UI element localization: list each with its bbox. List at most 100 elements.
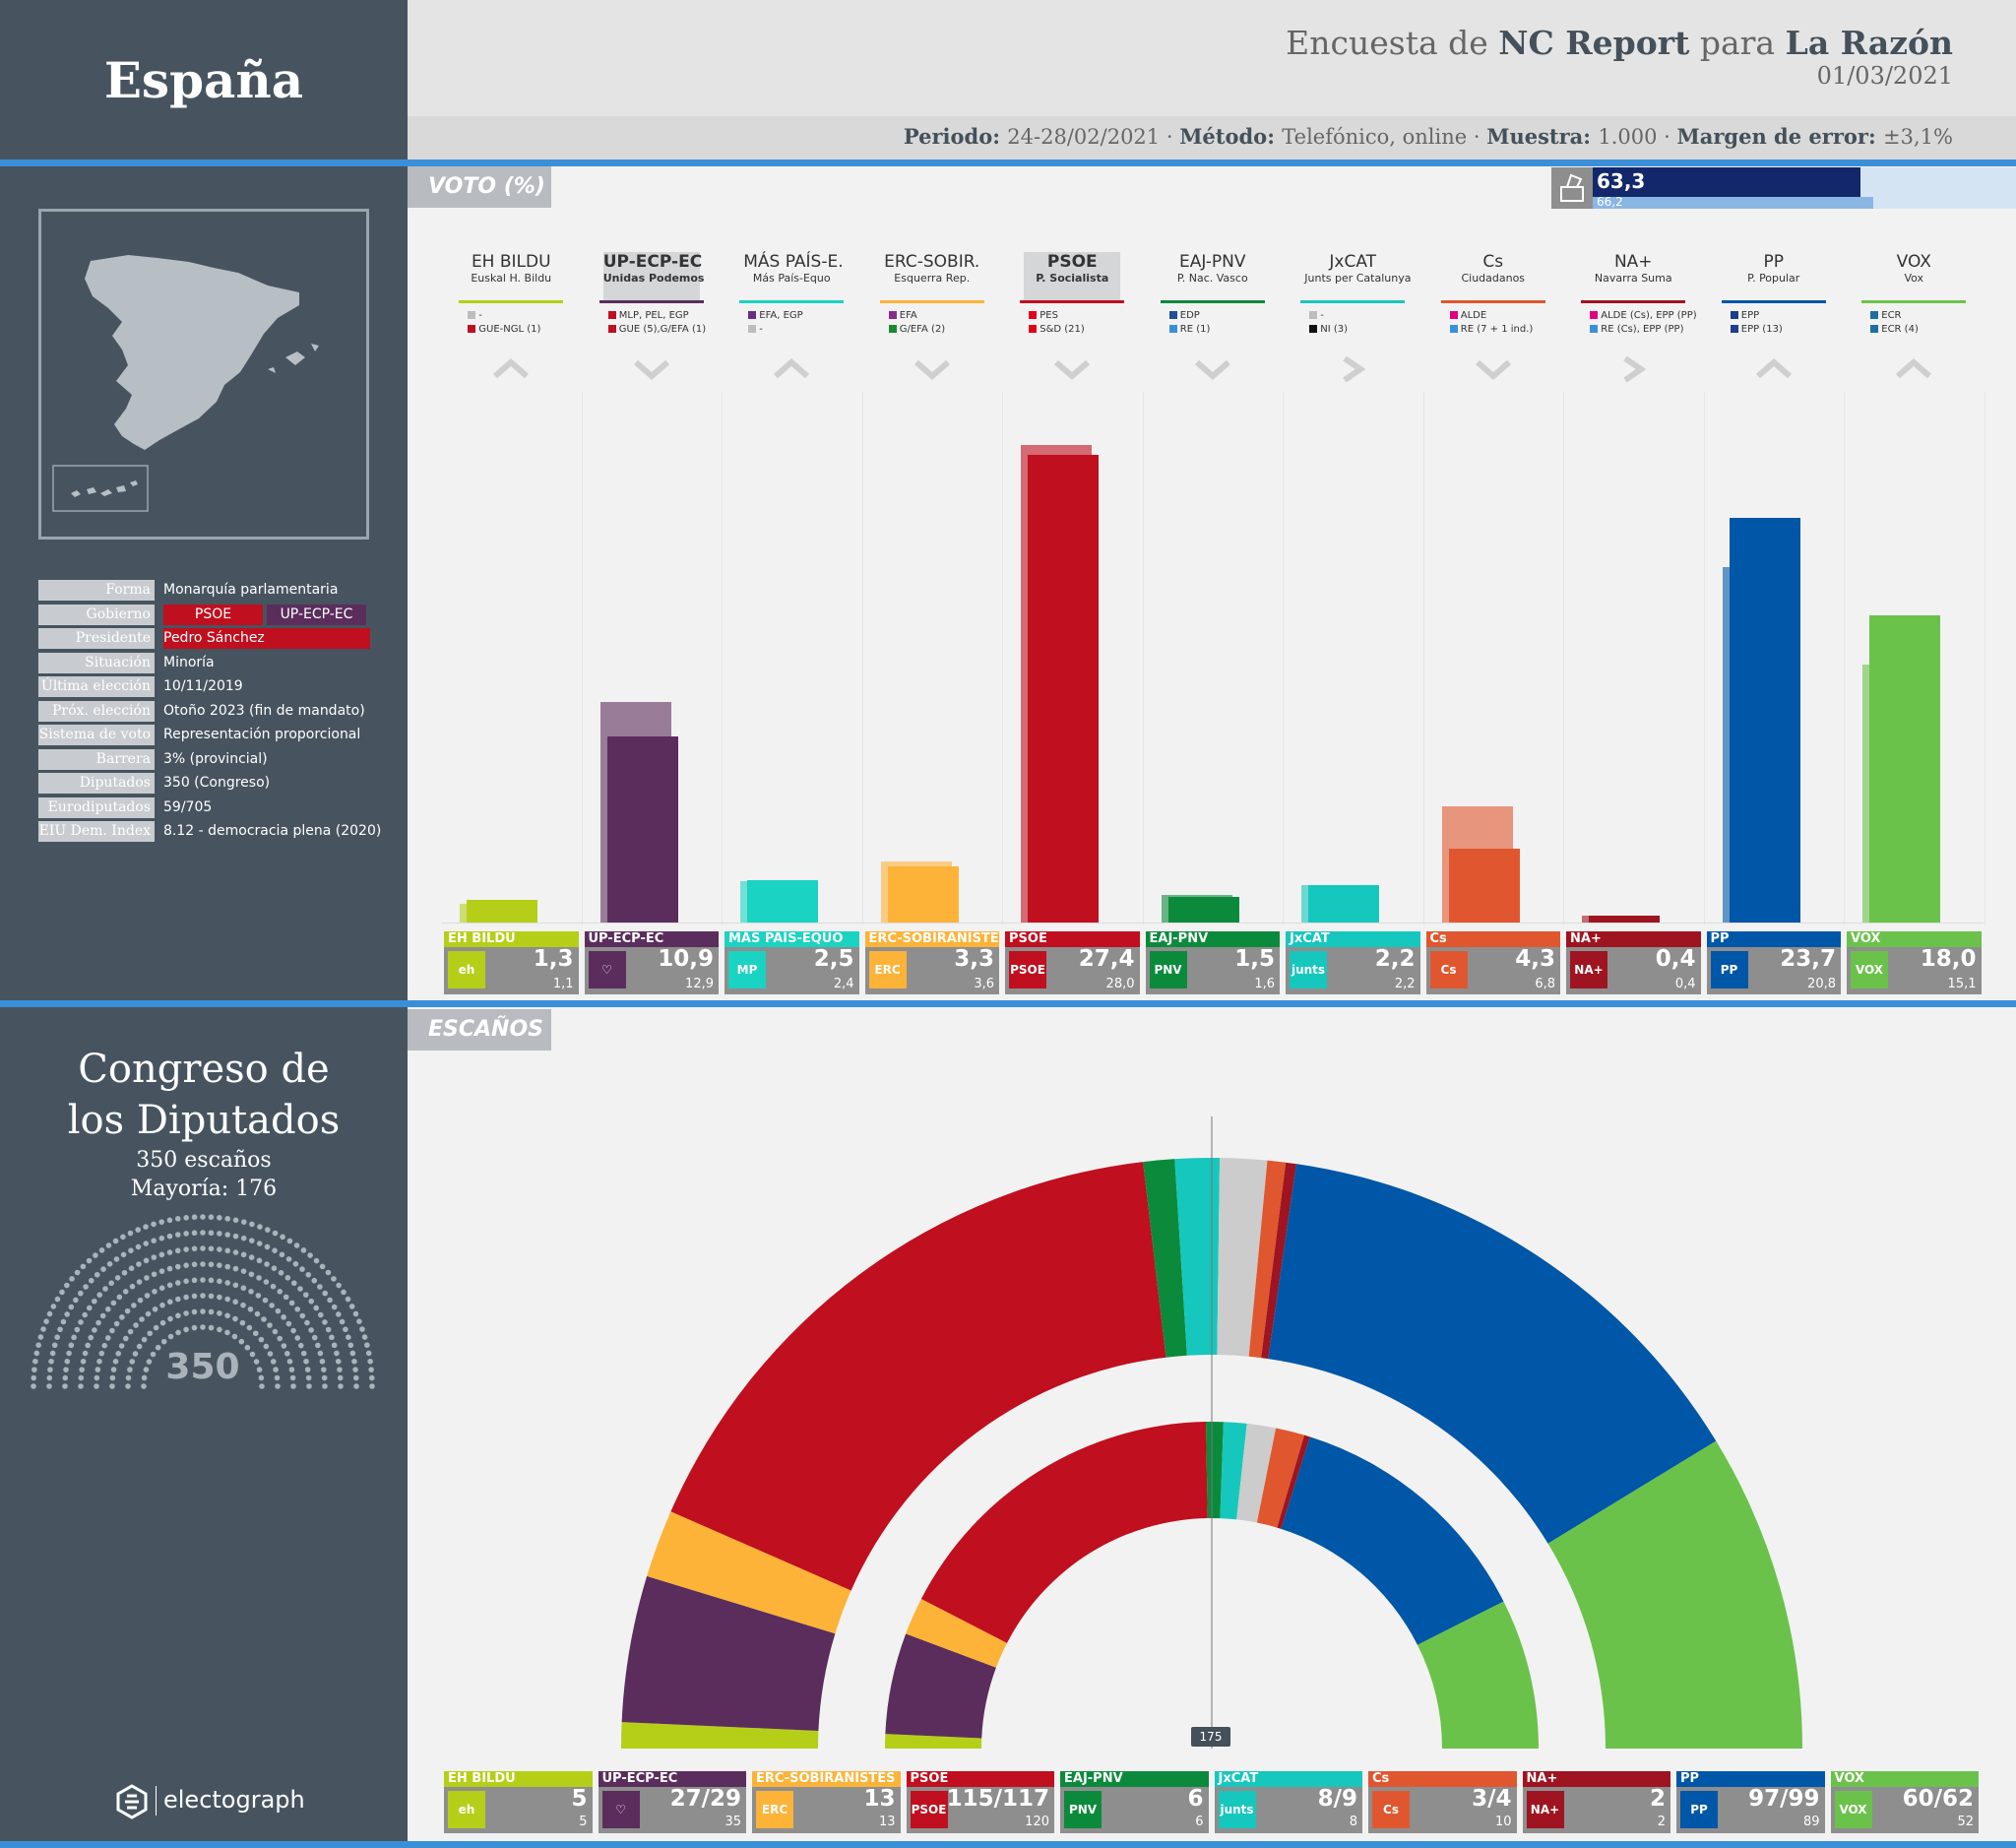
eu-group-swatch — [1168, 311, 1177, 319]
seat-dot — [232, 1282, 239, 1289]
seat-dot — [127, 1230, 134, 1237]
seat-dot — [208, 1293, 215, 1300]
info-key: Forma — [38, 580, 155, 601]
party-header-jxcat: JxCAT Junts per Catalunya — [1300, 252, 1411, 303]
seat-dot — [46, 1310, 53, 1317]
seat-dot — [64, 1358, 71, 1365]
seat-dot — [158, 1285, 165, 1292]
meta-key: Margen de error: — [1676, 124, 1884, 149]
seat-dot — [132, 1351, 139, 1357]
meta-separator: · — [1160, 125, 1180, 149]
seat-dot — [183, 1231, 189, 1237]
seat-dot — [291, 1280, 297, 1287]
seat-dot — [120, 1234, 126, 1241]
seat-dot — [174, 1247, 181, 1254]
seat-card-erc: ERC-SOBIRANISTES ERC 13 13 — [752, 1771, 901, 1833]
seat-dot — [232, 1315, 238, 1322]
eu-group-text: PES — [1040, 310, 1058, 321]
seat-dot — [255, 1293, 262, 1299]
party-short-name: PSOE — [1046, 252, 1098, 272]
government-party-chip: PSOE — [163, 604, 263, 625]
party-logo-icon: Cs — [1372, 1791, 1410, 1828]
seat-card-label: VOX — [1830, 1771, 1979, 1787]
seat-card-value: 115/117 — [946, 1786, 1049, 1812]
seat-card-previous: 6 — [1195, 1815, 1204, 1829]
brand-name: electograph — [163, 1786, 305, 1814]
seat-arc-jxcat — [1220, 1422, 1247, 1520]
seat-dot — [293, 1243, 300, 1248]
vote-card-erc: ERC-SOBIRANISTES ERC 3,3 3,6 — [864, 931, 999, 994]
party-eu-groups: EPP EPP (13) — [1730, 309, 1783, 337]
eu-group-text: ECR — [1881, 310, 1902, 321]
seat-dot — [166, 1249, 173, 1255]
seat-dot — [272, 1328, 279, 1335]
eu-group-text: EPP — [1740, 310, 1760, 321]
seat-dot — [271, 1265, 278, 1271]
seat-dot — [159, 1302, 165, 1308]
seat-dot — [183, 1215, 189, 1221]
divider-bottom — [0, 1841, 2016, 1848]
seat-dot — [82, 1350, 89, 1357]
seat-dot — [352, 1374, 359, 1381]
party-header-cs: Cs Ciudadanos — [1440, 252, 1545, 303]
seat-arc-psoe — [920, 1422, 1208, 1643]
party-short-name: VOX — [1896, 252, 1931, 272]
bar-current-psoe — [1028, 455, 1100, 923]
seat-dot — [281, 1314, 286, 1320]
seat-dot — [174, 1263, 181, 1270]
seat-card-previous: 120 — [1025, 1815, 1049, 1829]
seat-dot — [217, 1231, 222, 1237]
seat-dot — [270, 1283, 277, 1290]
hemicycle-total: 350 — [165, 1347, 239, 1387]
info-key: Situación — [38, 652, 155, 673]
seats-section-tab: ESCAÑOS — [408, 1009, 551, 1051]
seat-dot — [151, 1271, 158, 1278]
poll-date: 01/03/2021 — [1816, 62, 1953, 90]
seat-dot — [106, 1261, 113, 1267]
eu-group-text: EFA — [899, 310, 917, 321]
seat-dot — [74, 1269, 81, 1276]
seat-dot — [256, 1241, 263, 1246]
congress-title-line2: los Diputados — [67, 1098, 341, 1143]
hemicycle-icon: 350 — [31, 1214, 375, 1389]
seat-dot — [71, 1334, 77, 1341]
eu-group-swatch — [1590, 325, 1599, 333]
seat-card-value: 27/29 — [669, 1786, 741, 1812]
eu-group-text: G/EFA (2) — [899, 324, 946, 335]
vote-card-previous: 2,4 — [833, 977, 854, 991]
seat-dot — [274, 1374, 281, 1381]
seat-dot — [258, 1374, 265, 1381]
meta-value: 24-28/02/2021 — [1007, 125, 1161, 149]
eu-group-swatch — [888, 311, 897, 319]
seat-dot — [48, 1358, 54, 1365]
seat-dot — [64, 1311, 70, 1317]
vote-card-previous: 28,0 — [1105, 977, 1135, 991]
seat-dot — [224, 1312, 230, 1319]
eu-group-text: MLP, PEL, EGP — [618, 310, 689, 321]
party-header-mp: MÁS PAÍS-E. Más País-Equo — [739, 252, 845, 303]
party-header-erc: ERC-SOBIR. Esquerra Rep. — [879, 252, 984, 303]
party-logo-icon: PNV — [1064, 1791, 1102, 1828]
seat-dot — [297, 1286, 303, 1292]
seat-dot — [331, 1304, 338, 1310]
eu-group-line: PES — [1029, 309, 1085, 323]
party-logo-icon: ERC — [756, 1791, 793, 1828]
column-divider — [722, 392, 723, 925]
vote-card-label: JxCAT — [1286, 931, 1420, 947]
seat-card-label: PSOE — [906, 1771, 1054, 1787]
info-value: Minoría — [163, 654, 215, 670]
seat-dot — [267, 1322, 273, 1328]
seat-arc-up — [621, 1575, 836, 1732]
seat-dot — [279, 1251, 285, 1258]
seat-dot — [135, 1243, 142, 1250]
seat-arc-na — [1277, 1434, 1310, 1529]
seat-dot — [63, 1367, 69, 1372]
seat-dot — [183, 1246, 189, 1252]
party-logo-icon: NA+ — [1570, 951, 1607, 988]
party-full-name: P. Popular — [1747, 272, 1800, 285]
vote-card-label: EAJ-PNV — [1145, 931, 1280, 947]
eu-group-line: RE (1) — [1168, 323, 1210, 337]
trend-up-icon — [772, 356, 811, 380]
seat-dot — [116, 1294, 123, 1301]
party-header-psoe: PSOE P. Socialista — [1020, 252, 1125, 303]
